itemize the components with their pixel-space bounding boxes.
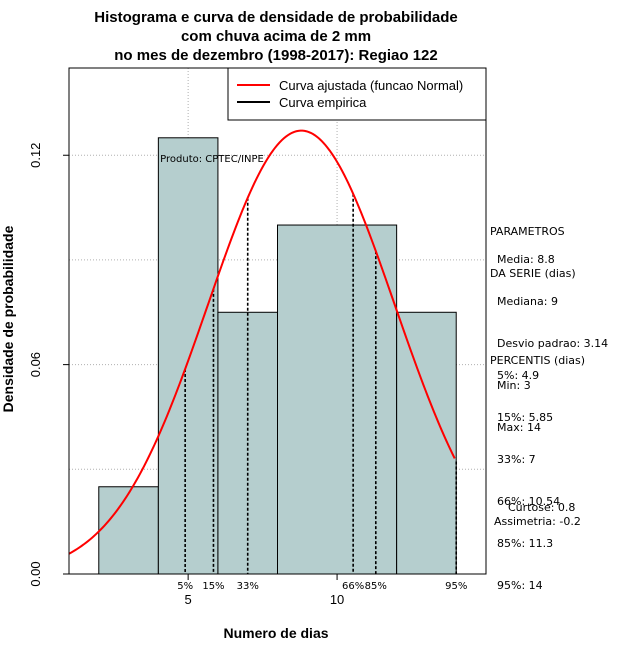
histogram-bar xyxy=(157,137,219,575)
percentis-heading: PERCENTIS (dias) xyxy=(490,326,585,382)
curtose-text: Curtose: 0.8 xyxy=(508,473,575,529)
param-max: Max: 14 xyxy=(497,421,541,434)
x-tick-label: 10 xyxy=(330,592,344,607)
percentile-label: 95% xyxy=(445,581,467,592)
percentile-label: 66% xyxy=(342,581,364,592)
x-tick-label: 5 xyxy=(185,592,192,607)
curtose-value: Curtose: 0.8 xyxy=(508,501,576,514)
params-list: Media: 8.8 Mediana: 9 Desvio padrao: 3.1… xyxy=(497,225,608,449)
percentile-label: 5% xyxy=(177,581,193,592)
percentil-33: 33%: 7 xyxy=(497,453,536,466)
assimetria-value: Assimetria: -0.2 xyxy=(494,515,581,528)
y-tick-label: 0.12 xyxy=(28,143,43,168)
title-line-2: com chuva acima de 2 mm xyxy=(181,28,371,45)
percentil-66: 66%: 10.54 xyxy=(497,495,561,508)
percentil-95: 95%: 14 xyxy=(497,579,543,592)
params-heading-line-2: DA SERIE (dias) xyxy=(490,267,576,280)
percentis-list: 5%: 4.9 15%: 5.85 33%: 7 66%: 10.54 85%:… xyxy=(497,341,560,607)
percentile-label: 33% xyxy=(237,581,259,592)
params-heading-line-1: PARAMETROS xyxy=(490,225,565,238)
y-axis-label: Densidade de probabilidade xyxy=(0,225,16,412)
histogram-bar xyxy=(277,224,398,575)
normal-curve xyxy=(68,129,456,555)
params-heading: PARAMETROS DA SERIE (dias) xyxy=(490,197,576,295)
y-tick-label: 0.00 xyxy=(28,561,43,586)
y-tick-label: 0.06 xyxy=(28,352,43,377)
histogram-bar xyxy=(396,311,457,575)
legend-box xyxy=(227,67,487,121)
legend: Curva ajustada (funcao Normal) Curva empi… xyxy=(227,67,487,121)
percentile-label: 15% xyxy=(202,581,224,592)
percentile-label: 85% xyxy=(365,581,387,592)
legend-label: Curva empirica xyxy=(279,95,367,110)
param-media: Media: 8.8 xyxy=(497,253,555,266)
histogram-bar xyxy=(98,486,159,575)
chart-title: Histograma e curva de densidade de proba… xyxy=(94,9,457,64)
legend-label: Curva ajustada (funcao Normal) xyxy=(279,78,463,93)
title-line-1: Histograma e curva de densidade de proba… xyxy=(94,9,457,26)
x-axis-label: Numero de dias xyxy=(223,625,328,641)
assimetria-text: Assimetria: -0.2 xyxy=(494,487,581,543)
percentile-lines: 5% 15% 33% 66% 85% 95% xyxy=(177,193,467,592)
histogram-bars xyxy=(98,137,457,575)
percentil-5: 5%: 4.9 xyxy=(497,369,540,382)
param-mediana: Mediana: 9 xyxy=(497,295,558,308)
normal-curve-group xyxy=(68,129,456,555)
param-min: Min: 3 xyxy=(497,379,531,392)
percentil-15: 15%: 5.85 xyxy=(497,411,554,424)
percentil-85: 85%: 11.3 xyxy=(497,537,554,550)
title-line-3: no mes de dezembro (1998-2017): Regiao 1… xyxy=(114,47,437,64)
param-desvio: Desvio padrao: 3.14 xyxy=(497,337,609,350)
percentis-heading-text: PERCENTIS (dias) xyxy=(490,354,586,367)
credit-text: Produto: CPTEC/INPE xyxy=(160,154,264,165)
